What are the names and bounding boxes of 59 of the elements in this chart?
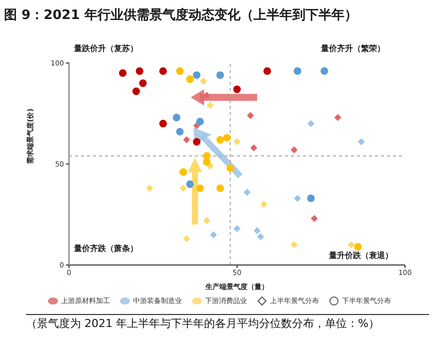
point: [223, 134, 231, 142]
point: [180, 184, 187, 192]
point: [183, 136, 190, 144]
point: [206, 102, 214, 109]
point: [183, 235, 190, 242]
point: [176, 67, 184, 75]
point: [176, 128, 184, 136]
point: [348, 241, 355, 248]
point: [234, 138, 240, 146]
point: [254, 227, 261, 234]
point: [192, 138, 200, 146]
point: [159, 67, 167, 75]
point: [186, 180, 194, 188]
point: [290, 146, 298, 154]
point: [118, 69, 127, 77]
point: [257, 233, 264, 240]
point: [200, 78, 207, 85]
point: [196, 184, 204, 192]
point: [310, 215, 318, 222]
point: [179, 168, 188, 176]
point: [244, 188, 251, 196]
point: [334, 114, 342, 122]
point: [260, 200, 268, 208]
chart-title: 图 9：2021 年行业供需景气度动态变化（上半年到下半年）: [4, 6, 358, 24]
point: [203, 217, 210, 224]
point: [196, 118, 204, 126]
point: [216, 184, 224, 192]
point: [263, 67, 272, 75]
point: [159, 120, 167, 128]
point: [136, 67, 144, 75]
text: 量跌价升（复苏）: [74, 43, 138, 54]
point: [216, 136, 224, 144]
point: [186, 75, 194, 83]
point: [192, 71, 200, 79]
point: [172, 114, 180, 122]
point: [132, 87, 140, 96]
point: [139, 79, 147, 87]
point: [246, 112, 254, 120]
point: [290, 241, 298, 248]
text: （景气度为 2021 年上半年与下半年的各月平均分位数分布，单位：%）: [26, 314, 429, 330]
annotation: 量价齐跌（萧条）: [74, 243, 138, 254]
point: [203, 92, 210, 99]
annotation: 量升价跌（衰退）: [329, 251, 393, 261]
point: [294, 194, 301, 202]
point: [320, 67, 328, 75]
point: [234, 225, 240, 232]
point: [307, 194, 315, 202]
point: [354, 243, 362, 251]
point: [202, 158, 211, 166]
point: [210, 231, 217, 238]
point: [294, 67, 302, 75]
point: [226, 164, 234, 172]
point: [146, 184, 154, 192]
point: [233, 85, 241, 94]
point: [358, 138, 365, 146]
point: [250, 144, 258, 152]
point: [216, 71, 224, 79]
text: 量价齐升（繁荣）: [321, 43, 385, 54]
point: [307, 120, 314, 128]
